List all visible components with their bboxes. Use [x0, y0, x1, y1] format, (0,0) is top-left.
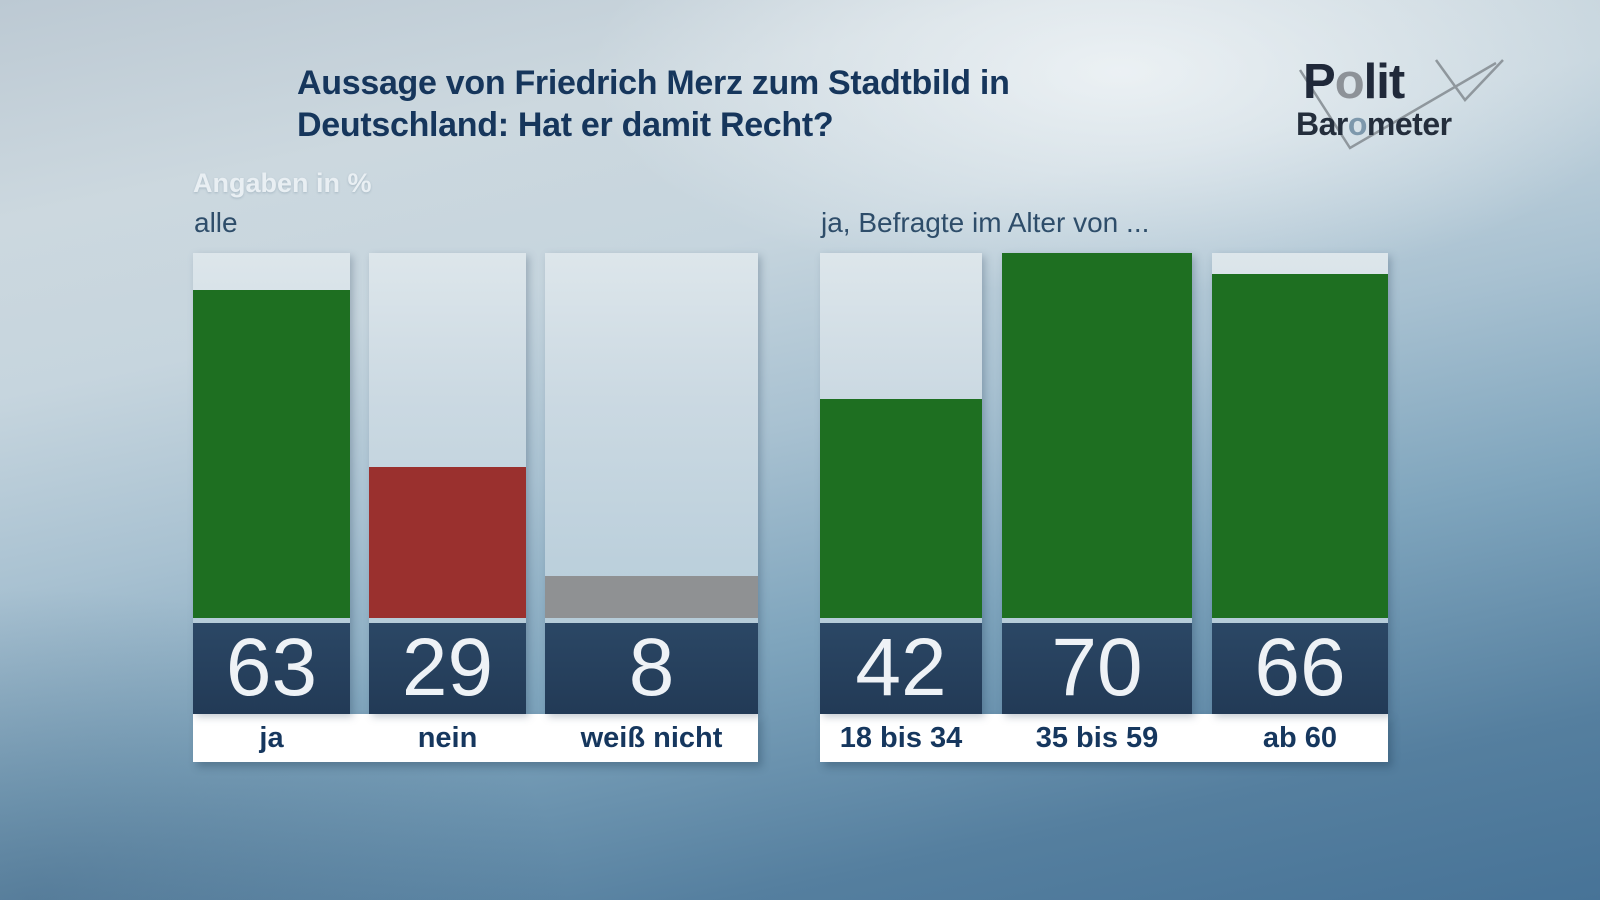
bar-track	[1002, 253, 1192, 618]
bar-ja	[193, 289, 350, 618]
title-line-1: Aussage von Friedrich Merz zum Stadtbild…	[297, 64, 1010, 102]
bar-track	[820, 253, 982, 618]
chart-alle: alle 63 29 8 ja nein weiß nicht	[193, 207, 758, 762]
bar-box-separator	[193, 618, 350, 623]
bar-box-separator	[1212, 618, 1388, 623]
category-label: ab 60	[1262, 721, 1338, 754]
bar-18-bis-34	[820, 399, 982, 618]
chart-columns: 42 70 66	[820, 253, 1388, 714]
category-label: 18 bis 34	[839, 721, 963, 754]
bar-box-separator	[820, 618, 982, 623]
chart-subtitle: ja, Befragte im Alter von ...	[821, 207, 1150, 238]
chart-columns: 63 29 8	[193, 253, 758, 714]
value-label: 8	[545, 623, 758, 714]
bar-35-bis-59	[1002, 253, 1192, 618]
bar-track	[193, 253, 350, 618]
bar-column: 42	[820, 253, 982, 714]
bar-column: 63	[193, 253, 350, 714]
title-line-2: Deutschland: Hat er damit Recht?	[297, 106, 834, 144]
checkmark-zigzag-icon	[1298, 59, 1504, 150]
logo-barometer: Barometer	[1296, 106, 1452, 142]
politbarometer-logo: Polit Barometer	[1270, 50, 1505, 170]
category-label: 35 bis 59	[1035, 721, 1159, 754]
logo-polit: Polit	[1303, 55, 1405, 109]
bar-weiß-nicht	[545, 576, 758, 618]
category-strip: ja nein weiß nicht	[193, 714, 758, 762]
bar-column: 29	[369, 253, 526, 714]
bar-track	[545, 253, 758, 618]
bar-column: 8	[545, 253, 758, 714]
category-strip: 18 bis 34 35 bis 59 ab 60	[820, 714, 1388, 762]
bar-box-separator	[1002, 618, 1192, 623]
bar-box-separator	[369, 618, 526, 623]
units-note: Angaben in %	[193, 168, 372, 198]
value-label: 63	[193, 623, 350, 714]
bar-column: 66	[1212, 253, 1388, 714]
value-label: 29	[369, 623, 526, 714]
bar-nein	[369, 466, 526, 618]
chart-befragte-alter: ja, Befragte im Alter von ... 42 70 66 18 …	[820, 207, 1388, 762]
bar-track	[1212, 253, 1388, 618]
bar-ab-60	[1212, 273, 1388, 618]
category-label: ja	[259, 721, 284, 754]
bar-column: 70	[1002, 253, 1192, 714]
page-title: Aussage von Friedrich Merz zum Stadtbild…	[297, 62, 1247, 146]
value-label: 70	[1002, 623, 1192, 714]
category-label: weiß nicht	[580, 721, 723, 754]
bar-box-separator	[545, 618, 758, 623]
value-label: 66	[1212, 623, 1388, 714]
category-label: nein	[417, 721, 478, 754]
chart-subtitle: alle	[194, 207, 238, 238]
value-label: 42	[820, 623, 982, 714]
bar-track	[369, 253, 526, 618]
